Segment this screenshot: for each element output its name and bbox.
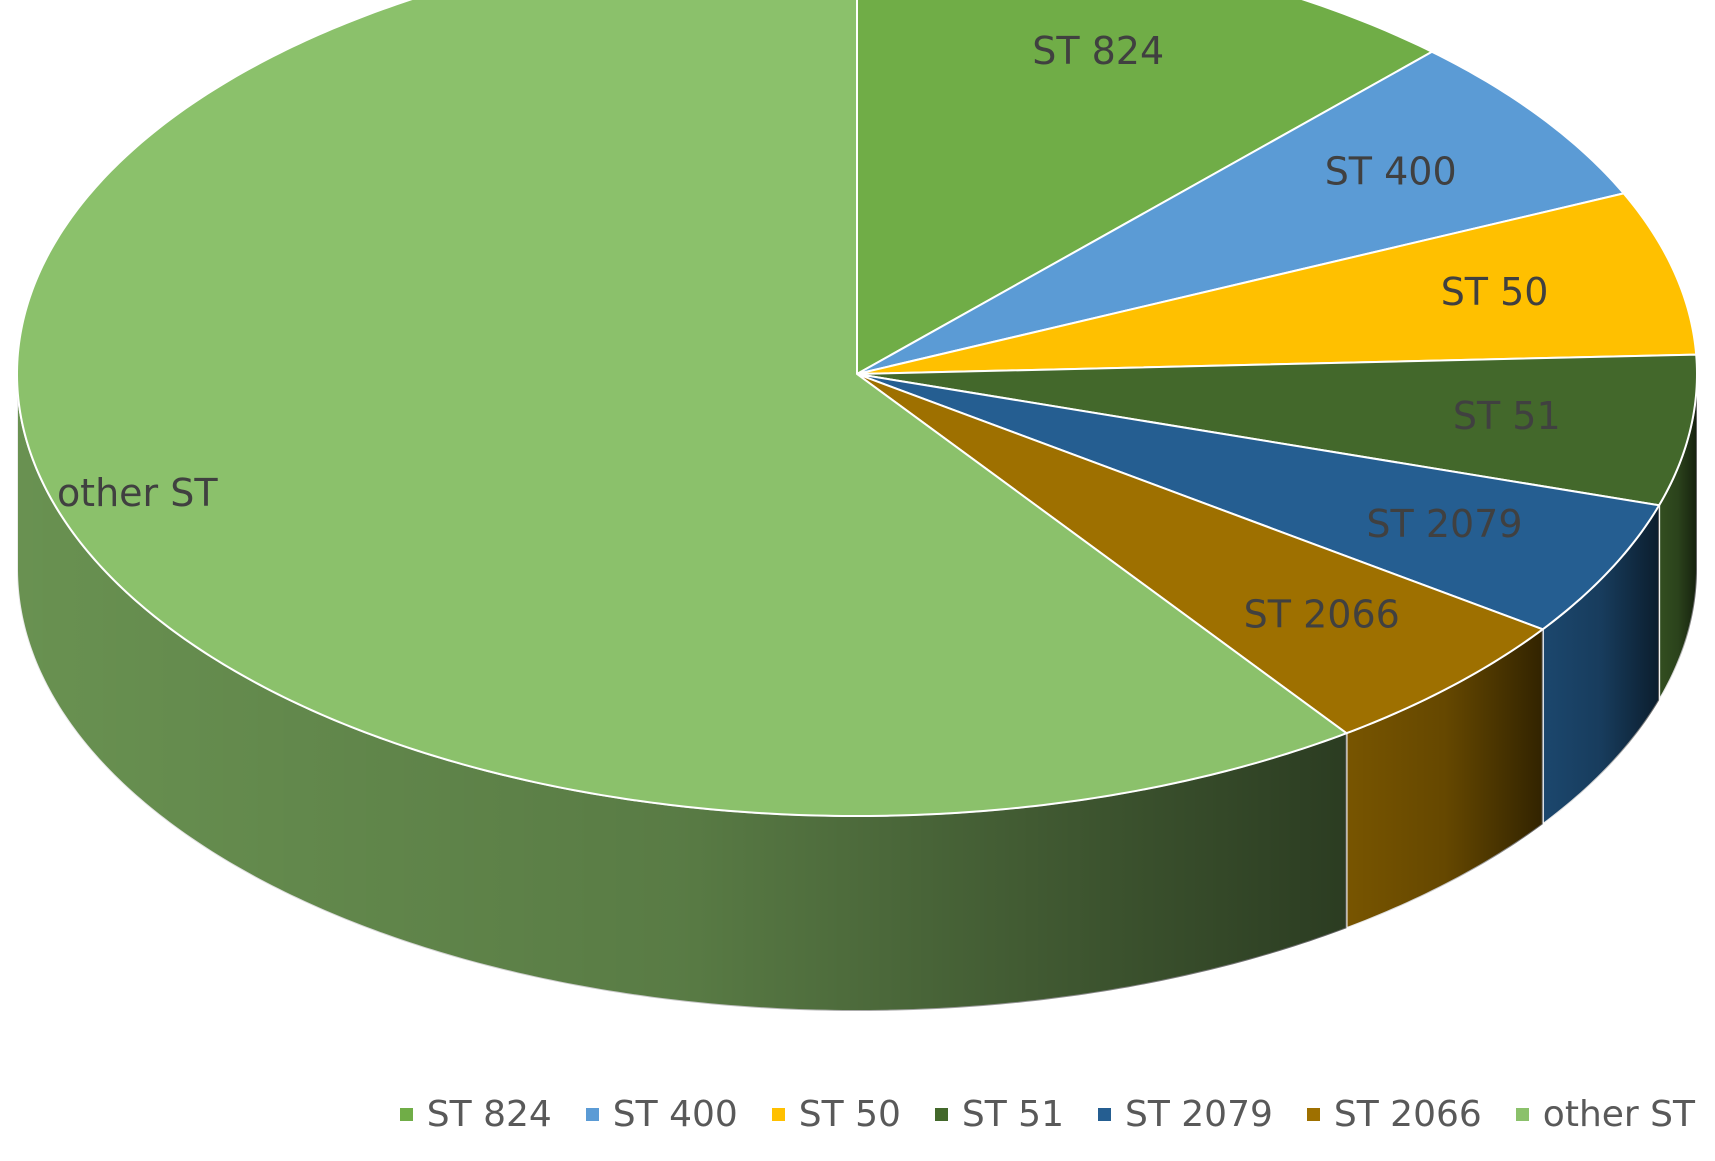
pie-slice-st-824	[856, 0, 1434, 375]
data-label-other-st: other ST	[57, 471, 218, 515]
chart-legend: ST 824 ST 400 ST 50 ST 51 ST 2079 ST 2066 othe…	[0, 1092, 1715, 1136]
legend-swatch	[771, 1107, 785, 1121]
data-label-st-2066: ST 2066	[1244, 593, 1400, 637]
legend-swatch	[934, 1107, 948, 1121]
pie-slice-other-st	[16, 0, 1348, 817]
legend-label: ST 824	[426, 1093, 552, 1135]
data-label-st-51: ST 51	[1453, 394, 1561, 438]
data-label-st-50: ST 50	[1441, 270, 1549, 314]
pie-side-shading	[17, 374, 1347, 1011]
pie-slice-st-2079	[856, 373, 1661, 631]
pie-side-shading	[1659, 374, 1697, 701]
pie-top-faces	[16, 0, 1698, 817]
legend-swatch	[399, 1107, 413, 1121]
legend-item-other-st: other ST	[1515, 1093, 1695, 1135]
legend-label: ST 2079	[1124, 1093, 1273, 1135]
legend-label: ST 2066	[1333, 1093, 1482, 1135]
legend-label: ST 400	[612, 1093, 738, 1135]
data-label-st-400: ST 400	[1325, 149, 1457, 193]
pie-side-st-51	[1658, 373, 1698, 704]
data-label-st-2079: ST 2079	[1366, 502, 1522, 546]
legend-item-st-2066: ST 2066	[1306, 1093, 1482, 1135]
legend-item-st-51: ST 51	[934, 1093, 1064, 1135]
legend-label: ST 51	[961, 1093, 1064, 1135]
pie-data-labels: ST 824 ST 400 ST 50 ST 51 ST 2079 ST 2066 othe…	[57, 29, 1561, 637]
legend-swatch	[585, 1107, 599, 1121]
pie-side-shading	[1542, 505, 1660, 825]
legend-label: other ST	[1542, 1093, 1695, 1135]
legend-swatch	[1097, 1107, 1111, 1121]
pie-slice-st-2066	[856, 373, 1544, 735]
legend-label: ST 50	[798, 1093, 901, 1135]
data-label-st-824: ST 824	[1032, 29, 1164, 73]
pie-side-shading	[1346, 629, 1543, 929]
legend-swatch	[1306, 1107, 1320, 1121]
legend-item-st-824: ST 824	[399, 1093, 552, 1135]
pie-slice-st-50	[856, 192, 1698, 375]
legend-item-st-2079: ST 2079	[1097, 1093, 1273, 1135]
legend-swatch	[1515, 1107, 1529, 1121]
legend-item-st-400: ST 400	[585, 1093, 738, 1135]
pie-slice-st-51	[856, 353, 1698, 507]
legend-item-st-50: ST 50	[771, 1093, 901, 1135]
pie-slice-st-400	[856, 50, 1625, 375]
